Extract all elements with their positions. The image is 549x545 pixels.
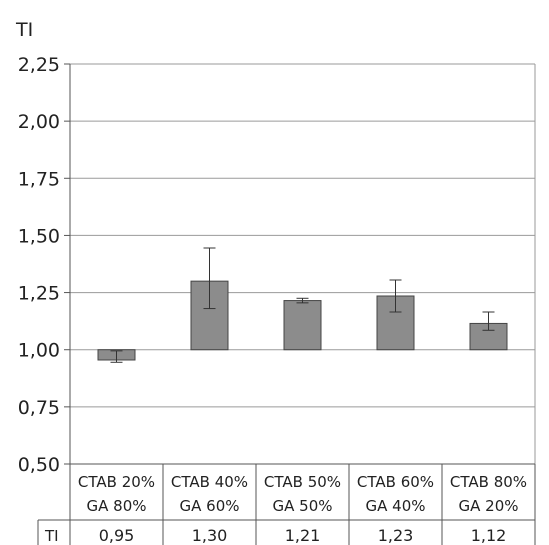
y-tick-label: 1,75 — [18, 168, 60, 190]
category-label: CTAB 20% — [78, 473, 155, 491]
bar — [376, 295, 415, 351]
y-tick-label: 0,75 — [18, 397, 60, 419]
bar — [283, 300, 322, 351]
y-axis-label: TI — [15, 19, 33, 41]
bars — [97, 247, 508, 363]
bar — [469, 322, 508, 351]
y-tick-label: 1,25 — [18, 283, 60, 305]
data-table: CTAB 20% GA 80% 0,95 CTAB 40% GA 60% 1,30 CTAB… — [37, 463, 536, 545]
table-value: 1,21 — [285, 526, 321, 545]
y-tick-label: 1,00 — [18, 340, 60, 362]
gridlines — [64, 63, 536, 465]
category-label: CTAB 80% — [450, 473, 527, 491]
category-label: GA 80% — [87, 497, 147, 515]
table-value: 1,23 — [378, 526, 414, 545]
y-tick-label: 1,50 — [18, 225, 60, 247]
table-value: 0,95 — [99, 526, 135, 545]
category-label: GA 20% — [459, 497, 519, 515]
category-label: CTAB 40% — [171, 473, 248, 491]
table-value: 1,12 — [471, 526, 507, 545]
y-tick-label: 2,00 — [18, 111, 60, 133]
y-tick-label: 2,25 — [18, 54, 60, 76]
category-label: GA 50% — [273, 497, 333, 515]
category-label: CTAB 60% — [357, 473, 434, 491]
category-label: GA 40% — [366, 497, 426, 515]
category-label: CTAB 50% — [264, 473, 341, 491]
y-tick-labels: 0,50 0,75 1,00 1,25 1,50 1,75 2,00 2,25 — [18, 54, 60, 476]
table-row-label: TI — [44, 527, 59, 545]
y-tick-label: 0,50 — [18, 454, 60, 476]
category-label: GA 60% — [180, 497, 240, 515]
table-value: 1,30 — [192, 526, 228, 545]
